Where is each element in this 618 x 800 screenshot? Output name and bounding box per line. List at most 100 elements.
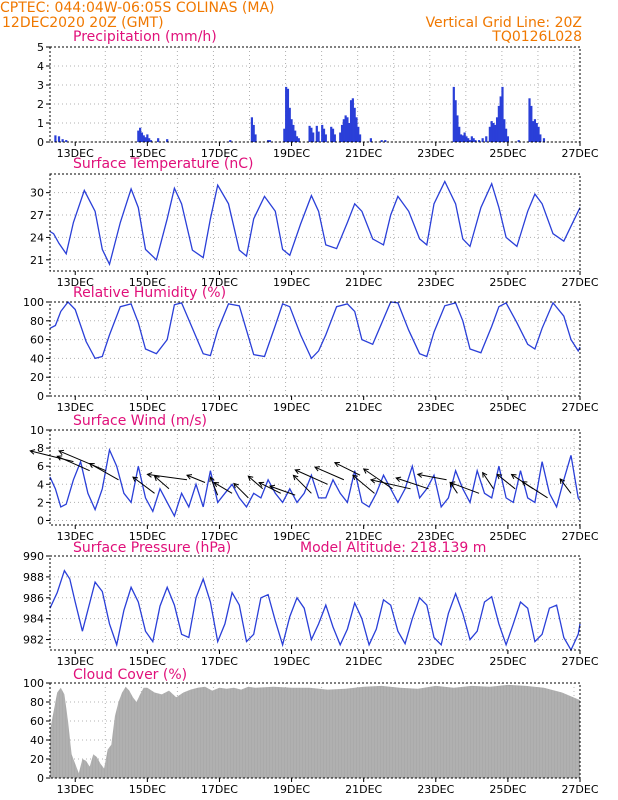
precip-bar xyxy=(339,132,342,142)
precip-bar xyxy=(254,134,257,142)
wind-vector xyxy=(247,475,264,490)
precip-frame xyxy=(49,46,581,143)
precip-bar xyxy=(267,140,270,142)
temp-xtick-label: 25DEC xyxy=(489,276,526,289)
precip-bar xyxy=(501,86,504,142)
wind-xtick-label: 27DEC xyxy=(561,530,598,543)
precip-bar xyxy=(499,96,502,142)
precip-bar xyxy=(148,138,151,142)
wind-vector xyxy=(363,468,393,490)
wind-vector-head xyxy=(482,471,488,478)
wind-title: Surface Wind (m/s) xyxy=(73,413,207,429)
cloud-xtick-label: 23DEC xyxy=(417,783,454,796)
precip-bar xyxy=(537,126,540,142)
precip-bar xyxy=(166,139,169,142)
wind-vector xyxy=(258,482,281,494)
precip-bar xyxy=(344,115,347,142)
pressure-chart: 982 984 986 988 990 13DEC 15DEC 17DEC 19DEC 21DEC… xyxy=(23,550,599,668)
rh-title: Relative Humidity (%) xyxy=(73,285,226,301)
precip-bar xyxy=(290,119,293,142)
pressure-title: Surface Pressure (hPa) xyxy=(73,540,231,556)
pressure-xtick-label: 17DEC xyxy=(201,655,238,668)
temp-ytick-label: 27 xyxy=(30,209,44,222)
precip-bar xyxy=(458,126,461,142)
rh-xtick-label: 23DEC xyxy=(417,401,454,414)
pressure-xtick-label: 21DEC xyxy=(345,655,382,668)
wind-vector xyxy=(89,463,119,481)
precip-bar xyxy=(495,117,499,142)
pressure-subtitle: Model Altitude: 218.139 m xyxy=(300,540,486,556)
precip-bar xyxy=(532,121,535,142)
precip-bar xyxy=(297,138,300,142)
precip-bar xyxy=(310,127,313,142)
precip-bar xyxy=(142,135,145,142)
cloud-title: Cloud Cover (%) xyxy=(73,667,187,683)
precip-title: Precipitation (mm/h) xyxy=(73,29,217,45)
wind-chart: 0 2 4 6 8 10 13DEC 15DEC 17DEC 19DEC 21DEC 23DEC 25D… xyxy=(29,424,599,543)
rh-ytick-label: 100 xyxy=(23,296,44,309)
rh-ytick-label: 40 xyxy=(30,352,44,365)
precip-bar xyxy=(331,128,335,142)
precip-bar xyxy=(380,140,383,142)
cloud-ytick-label: 40 xyxy=(30,734,44,747)
rh-xtick-label: 21DEC xyxy=(345,401,382,414)
pressure-ytick-label: 982 xyxy=(23,634,44,647)
wind-vector-head xyxy=(213,481,220,488)
cloud-ytick-label: 20 xyxy=(30,753,44,766)
precip-bar xyxy=(492,123,495,142)
precip-bar xyxy=(286,88,290,142)
rh-series-line xyxy=(49,301,581,360)
precip-ytick-label: 4 xyxy=(37,60,44,73)
precip-bar xyxy=(292,124,295,142)
wind-vector xyxy=(233,483,249,499)
precip-bar xyxy=(358,134,362,142)
precip-xtick-label: 13DEC xyxy=(57,147,94,160)
precip-bar xyxy=(268,140,272,142)
precip-bar xyxy=(357,126,360,142)
precip-bar xyxy=(65,140,68,142)
temp-chart: 21 24 27 30 13DEC 15DEC 17DEC 19DEC 21DEC 23DEC 25… xyxy=(30,173,599,289)
temp-frame xyxy=(49,173,581,272)
precip-bar xyxy=(346,117,349,142)
wind-vector-head xyxy=(314,466,321,472)
wind-ytick-label: 4 xyxy=(37,478,44,491)
precip-bar xyxy=(454,100,457,142)
precip-bar xyxy=(465,136,468,142)
wind-vector xyxy=(522,481,548,499)
wind-vector-head xyxy=(449,481,456,487)
precip-bar xyxy=(481,138,484,142)
wind-xtick-label: 25DEC xyxy=(489,530,526,543)
temp-xtick-label: 23DEC xyxy=(417,276,454,289)
precip-bar xyxy=(312,132,315,142)
wind-frame xyxy=(49,429,581,526)
wind-vector xyxy=(559,478,572,494)
wind-xtick-label: 21DEC xyxy=(345,530,382,543)
wind-vector-head xyxy=(521,481,528,487)
temp-xtick-label: 13DEC xyxy=(57,276,94,289)
precip-bar xyxy=(140,132,144,142)
precip-bar xyxy=(452,86,455,142)
wind-vector xyxy=(57,455,90,472)
precip-bar xyxy=(295,136,299,142)
wind-ytick-label: 2 xyxy=(37,496,44,509)
precip-bar xyxy=(146,134,149,142)
cloud-ytick-label: 80 xyxy=(30,696,44,709)
precip-bar xyxy=(351,98,354,142)
wind-vector xyxy=(450,482,480,494)
precip-bar xyxy=(504,128,508,142)
precip-bar xyxy=(497,105,500,142)
rh-ytick-label: 20 xyxy=(30,371,44,384)
wind-vector xyxy=(213,482,233,494)
wind-vector-head xyxy=(209,476,215,483)
precip-bar xyxy=(139,127,142,142)
wind-vector-head xyxy=(416,472,423,478)
precip-bar xyxy=(54,135,57,142)
rh-xtick-label: 17DEC xyxy=(201,401,238,414)
cloud-xtick-label: 19DEC xyxy=(273,783,310,796)
cloud-xtick-label: 25DEC xyxy=(489,783,526,796)
wind-vector-head xyxy=(333,461,340,468)
wind-vector-head xyxy=(496,473,503,480)
wind-vector-head xyxy=(29,449,36,455)
precip-bar xyxy=(472,138,475,142)
